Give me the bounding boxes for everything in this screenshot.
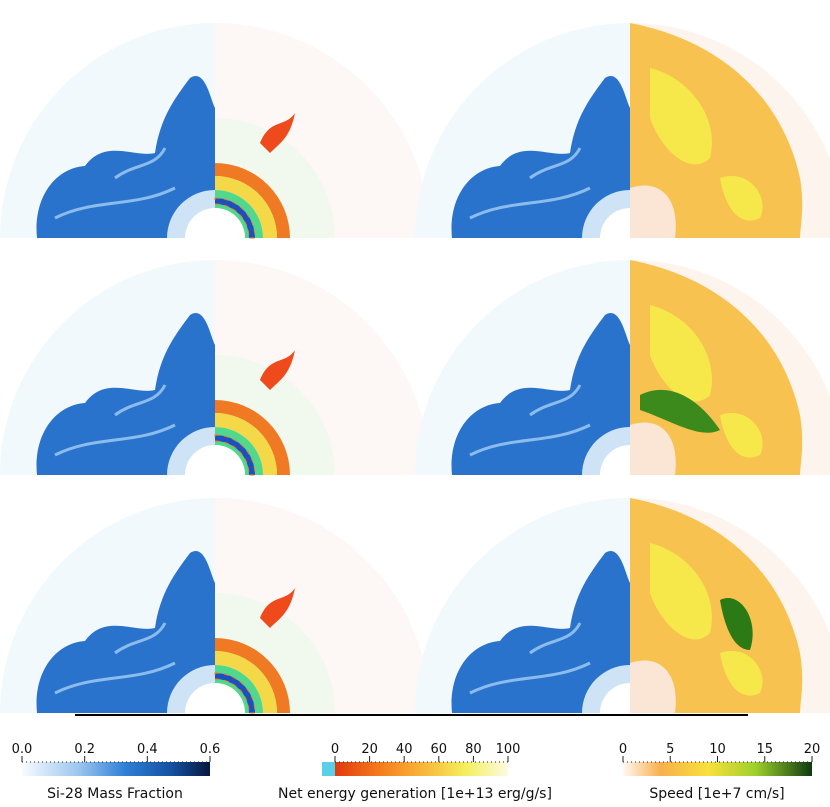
- colorbar-label: Si-28 Mass Fraction: [47, 786, 183, 802]
- tick-label: 100: [496, 742, 521, 757]
- speed-patch: [720, 598, 753, 650]
- tick-label: 80: [465, 742, 482, 757]
- tick-label: 0.4: [137, 742, 158, 757]
- tick-label: 20: [361, 742, 378, 757]
- tick-label: 0.6: [200, 742, 221, 757]
- tick-label: 10: [709, 742, 726, 757]
- tick-label: 15: [756, 742, 773, 757]
- colorbar-underflow: [322, 762, 335, 776]
- speed-panel: [630, 23, 830, 238]
- colorbar: [623, 762, 812, 776]
- si-panel: [0, 258, 217, 477]
- si-panel: [413, 258, 632, 477]
- tick-label: 20: [804, 742, 821, 757]
- tick-label: 40: [396, 742, 413, 757]
- energy-panel: [214, 259, 431, 476]
- tick-label: 0.0: [12, 742, 33, 757]
- speed-panel: [630, 260, 830, 475]
- colorbar-label: Speed [1e+7 cm/s]: [649, 786, 784, 802]
- si-panel: [413, 21, 632, 240]
- si-panel: [0, 496, 217, 715]
- si-panel: [0, 21, 217, 240]
- si-panel: [413, 496, 632, 715]
- tick-label: 60: [431, 742, 448, 757]
- colorbar: [335, 762, 508, 776]
- tick-label: 5: [666, 742, 674, 757]
- simulation-panels: [0, 21, 830, 716]
- colorbars: 0.0 0.2 0.4 0.6 Si-28 Mass Fraction 0 20 40 60 80…: [12, 742, 821, 802]
- tick-label: 0.2: [74, 742, 95, 757]
- energy-panel: [214, 22, 431, 239]
- tick-label: 0: [331, 742, 339, 757]
- energy-panel: [214, 497, 431, 714]
- colorbar: [22, 762, 210, 776]
- speed-patch: [640, 389, 720, 433]
- colorbar-label: Net energy generation [1e+13 erg/g/s]: [278, 786, 552, 802]
- tick-label: 0: [619, 742, 627, 757]
